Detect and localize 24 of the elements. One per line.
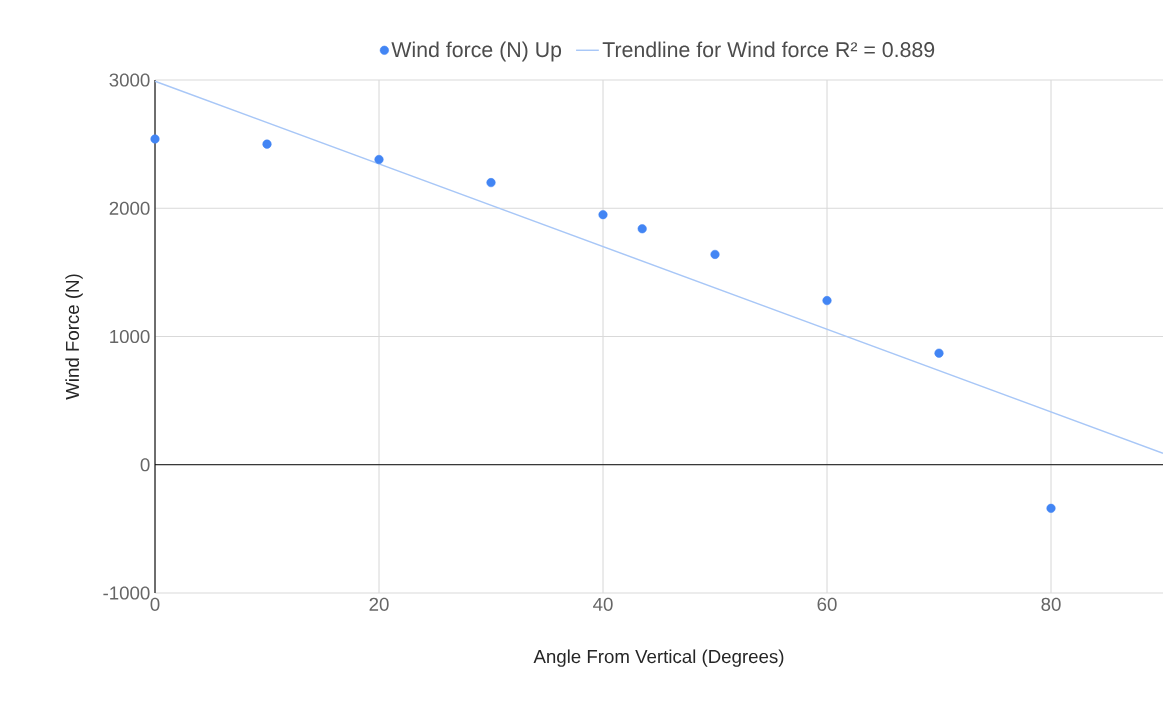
y-tick-label: 0 xyxy=(140,458,150,472)
point xyxy=(262,139,272,149)
point xyxy=(374,154,384,165)
x-tick-label: 60 xyxy=(817,597,837,611)
y-tick-label: 1000 xyxy=(110,329,150,344)
x-tick-label: 80 xyxy=(1041,597,1061,611)
point xyxy=(934,348,944,358)
point xyxy=(150,134,160,144)
point xyxy=(822,296,832,306)
x-tick-label: 20 xyxy=(369,597,389,611)
x-tick-label: 40 xyxy=(593,597,613,611)
y-axis-title: Wind Force (N) xyxy=(65,274,83,400)
y-tick-label: 2000 xyxy=(109,201,150,215)
y-tick-label: 3000 xyxy=(109,73,150,87)
x-tick-label: 0 xyxy=(150,597,160,611)
x-axis-title: Angle From Vertical (Degrees) xyxy=(533,649,784,667)
legend-label: Trendline for Wind force R² = 0.889 xyxy=(602,41,935,58)
point xyxy=(637,224,647,234)
point xyxy=(486,178,496,188)
y-tick-label: -1000 xyxy=(103,586,150,600)
point xyxy=(710,249,720,259)
legend-label: Wind force (N) Up xyxy=(391,41,562,62)
point xyxy=(1046,503,1056,513)
point xyxy=(598,210,608,220)
